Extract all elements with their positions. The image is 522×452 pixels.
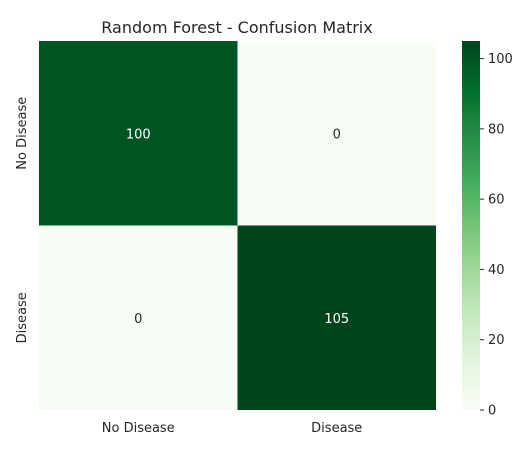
y-tick-label-1: Disease bbox=[15, 292, 30, 343]
x-tick-labels: No Disease Disease bbox=[102, 421, 363, 436]
colorbar-tick-label-3: 60 bbox=[488, 193, 505, 208]
x-tick-label-1: Disease bbox=[311, 421, 362, 436]
cell-annotation-r0-c1: 0 bbox=[333, 127, 341, 142]
heatmap-cell-r1-c1 bbox=[237, 225, 436, 410]
cell-annotation-r0-c0: 100 bbox=[126, 127, 151, 142]
chart-title: Random Forest - Confusion Matrix bbox=[101, 18, 372, 37]
y-tick-label-0: No Disease bbox=[15, 97, 30, 170]
colorbar bbox=[462, 41, 480, 410]
heatmap-cell-r1-c0 bbox=[39, 225, 238, 410]
colorbar-tick-label-2: 40 bbox=[488, 263, 505, 278]
colorbar-tick-label-5: 100 bbox=[488, 52, 513, 67]
colorbar-ticks: 0 20 40 60 80 100 bbox=[480, 52, 513, 419]
colorbar-tick-label-0: 0 bbox=[488, 404, 496, 419]
colorbar-tick-label-1: 20 bbox=[488, 333, 505, 348]
heatmap-cell-r0-c0 bbox=[39, 41, 238, 226]
y-tick-labels: No Disease Disease bbox=[15, 97, 30, 344]
colorbar-tick-label-4: 80 bbox=[488, 122, 505, 137]
x-tick-label-0: No Disease bbox=[102, 421, 175, 436]
heatmap-cells bbox=[39, 41, 436, 410]
cell-annotations: 100 0 0 105 bbox=[126, 127, 349, 327]
heatmap-cell-r0-c1 bbox=[237, 41, 436, 226]
cell-annotation-r1-c0: 0 bbox=[134, 312, 142, 327]
cell-annotation-r1-c1: 105 bbox=[324, 312, 349, 327]
